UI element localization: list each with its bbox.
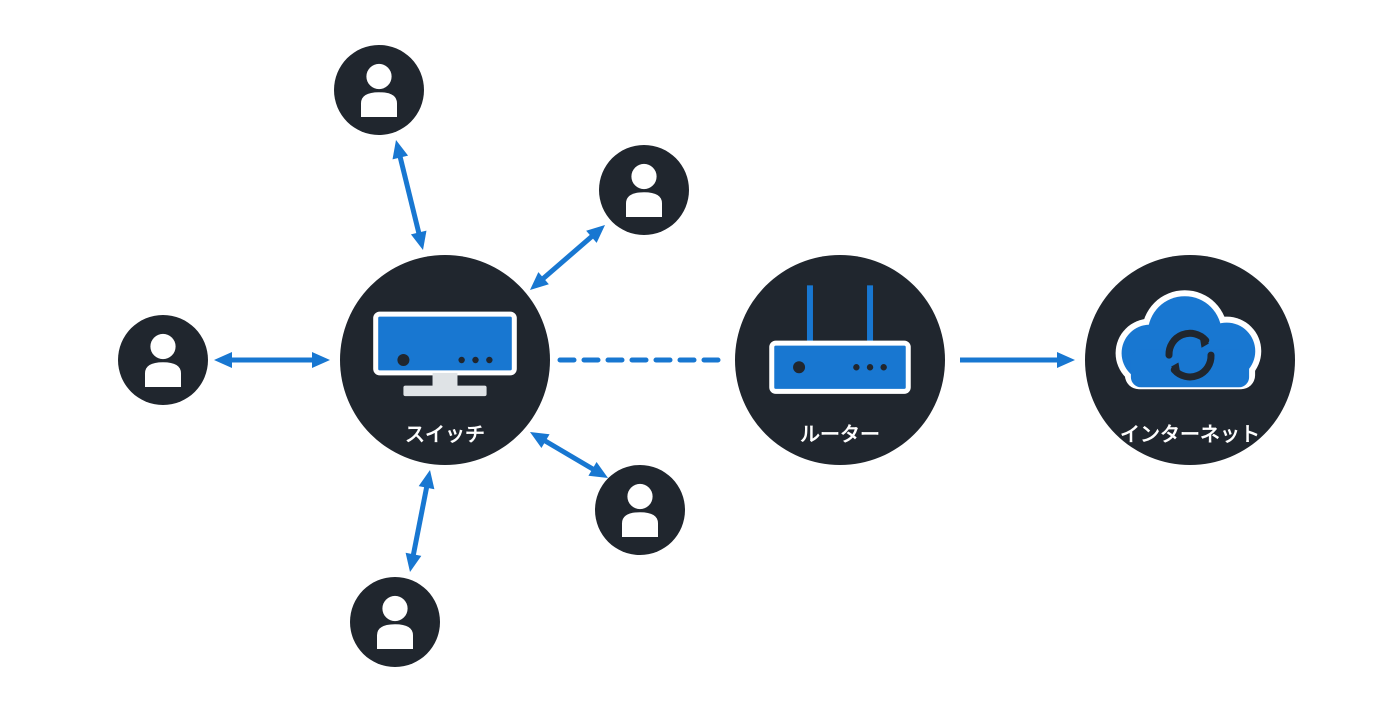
edge <box>406 470 435 572</box>
network-diagram: スイッチ ルーター インターネット <box>0 0 1378 711</box>
node-circle <box>599 145 689 235</box>
node-circle <box>350 577 440 667</box>
user-node <box>599 145 689 235</box>
user-node <box>334 45 424 135</box>
user-node <box>118 315 208 405</box>
edge <box>393 140 427 250</box>
internet-node: インターネット <box>1085 255 1295 465</box>
edge <box>960 352 1075 368</box>
node-circle <box>334 45 424 135</box>
switch-node: スイッチ <box>340 255 550 465</box>
nodes-layer: スイッチ ルーター インターネット <box>118 45 1295 667</box>
node-circle <box>595 465 685 555</box>
user-node <box>595 465 685 555</box>
node-label: スイッチ <box>405 424 485 446</box>
node-label: インターネット <box>1120 423 1260 446</box>
user-node <box>350 577 440 667</box>
edge <box>530 432 608 478</box>
router-node: ルーター <box>735 255 945 465</box>
node-label: ルーター <box>800 423 880 446</box>
edge <box>214 352 330 368</box>
node-circle <box>118 315 208 405</box>
edge <box>530 225 605 290</box>
